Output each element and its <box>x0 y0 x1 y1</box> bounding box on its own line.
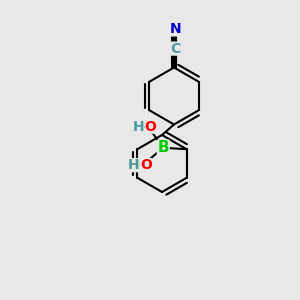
Text: O: O <box>140 158 152 172</box>
Text: O: O <box>144 120 156 134</box>
Text: H: H <box>128 158 140 172</box>
Text: H: H <box>133 120 144 134</box>
Text: N: N <box>170 22 181 36</box>
Text: B: B <box>158 140 169 155</box>
Text: C: C <box>170 42 181 56</box>
